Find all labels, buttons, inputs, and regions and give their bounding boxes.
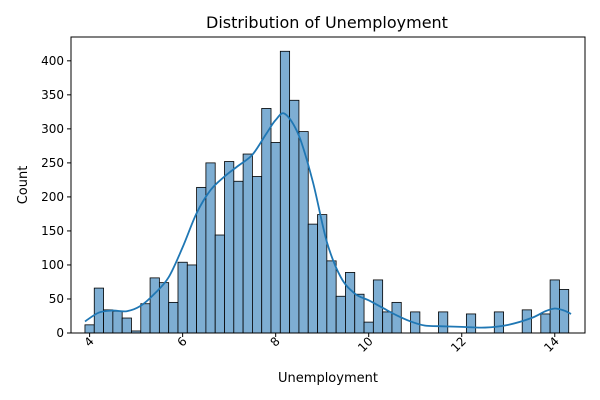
histogram-bar	[438, 311, 449, 334]
x-axis-ticks: 4 6 8 10 12 14	[81, 333, 562, 355]
x-tick-label: 6	[174, 334, 189, 349]
plot-area-frame	[70, 36, 586, 334]
histogram-bar	[168, 301, 179, 334]
histogram-bar	[149, 277, 160, 334]
y-tick-label: 300	[41, 122, 64, 136]
histogram-bar	[540, 313, 551, 334]
y-tick-label: 0	[56, 326, 64, 340]
histogram-bar	[177, 261, 188, 334]
histogram-bar	[186, 264, 197, 334]
histogram-bar	[335, 295, 346, 334]
y-tick-label: 150	[41, 224, 64, 238]
y-tick-label: 200	[41, 190, 64, 204]
histogram-bar	[270, 142, 281, 334]
x-tick-label: 4	[81, 334, 96, 349]
histogram-bar	[93, 287, 104, 334]
y-tick-label: 250	[41, 156, 64, 170]
histogram-bar	[205, 162, 216, 334]
histogram-bars	[84, 50, 570, 334]
y-tick-label: 350	[41, 88, 64, 102]
x-tick-label: 12	[448, 334, 469, 355]
kde-curve	[84, 112, 572, 329]
x-tick-label: 8	[267, 334, 282, 349]
histogram-bar	[465, 313, 477, 334]
y-tick-label: 400	[41, 54, 64, 68]
histogram-bar	[103, 309, 114, 334]
histogram-bar	[242, 153, 253, 334]
histogram-bar	[214, 234, 225, 334]
histogram-bar	[382, 311, 393, 334]
y-axis-ticks: 0 50 100 150 200 250 300 350 400	[41, 54, 71, 340]
histogram-bar	[317, 214, 328, 334]
y-tick-label: 100	[41, 258, 64, 272]
histogram-bar	[84, 324, 95, 334]
x-tick-label: 14	[541, 334, 562, 355]
histogram-bar	[289, 99, 300, 334]
histogram-bar	[112, 310, 123, 334]
histogram-bar	[363, 321, 374, 334]
chart-title: Distribution of Unemployment	[206, 13, 448, 32]
histogram-bar	[493, 311, 504, 334]
histogram-bar	[326, 260, 337, 334]
histogram-bar	[233, 180, 244, 334]
y-tick-label: 50	[49, 292, 64, 306]
histogram-bar	[354, 293, 365, 334]
y-axis-label: Count	[16, 166, 31, 205]
histogram-bar	[224, 161, 235, 334]
histogram-bar	[261, 108, 272, 334]
histogram-bar	[279, 50, 291, 334]
x-axis-label: Unemployment	[278, 371, 378, 386]
histogram-bar	[549, 279, 560, 334]
histogram-bar	[345, 272, 356, 334]
histogram-bar	[121, 317, 132, 334]
histogram-bar	[140, 303, 151, 334]
histogram-bar	[158, 282, 170, 334]
histogram-bar	[307, 223, 318, 334]
histogram-bar	[252, 176, 263, 334]
x-tick-label: 10	[355, 334, 376, 355]
